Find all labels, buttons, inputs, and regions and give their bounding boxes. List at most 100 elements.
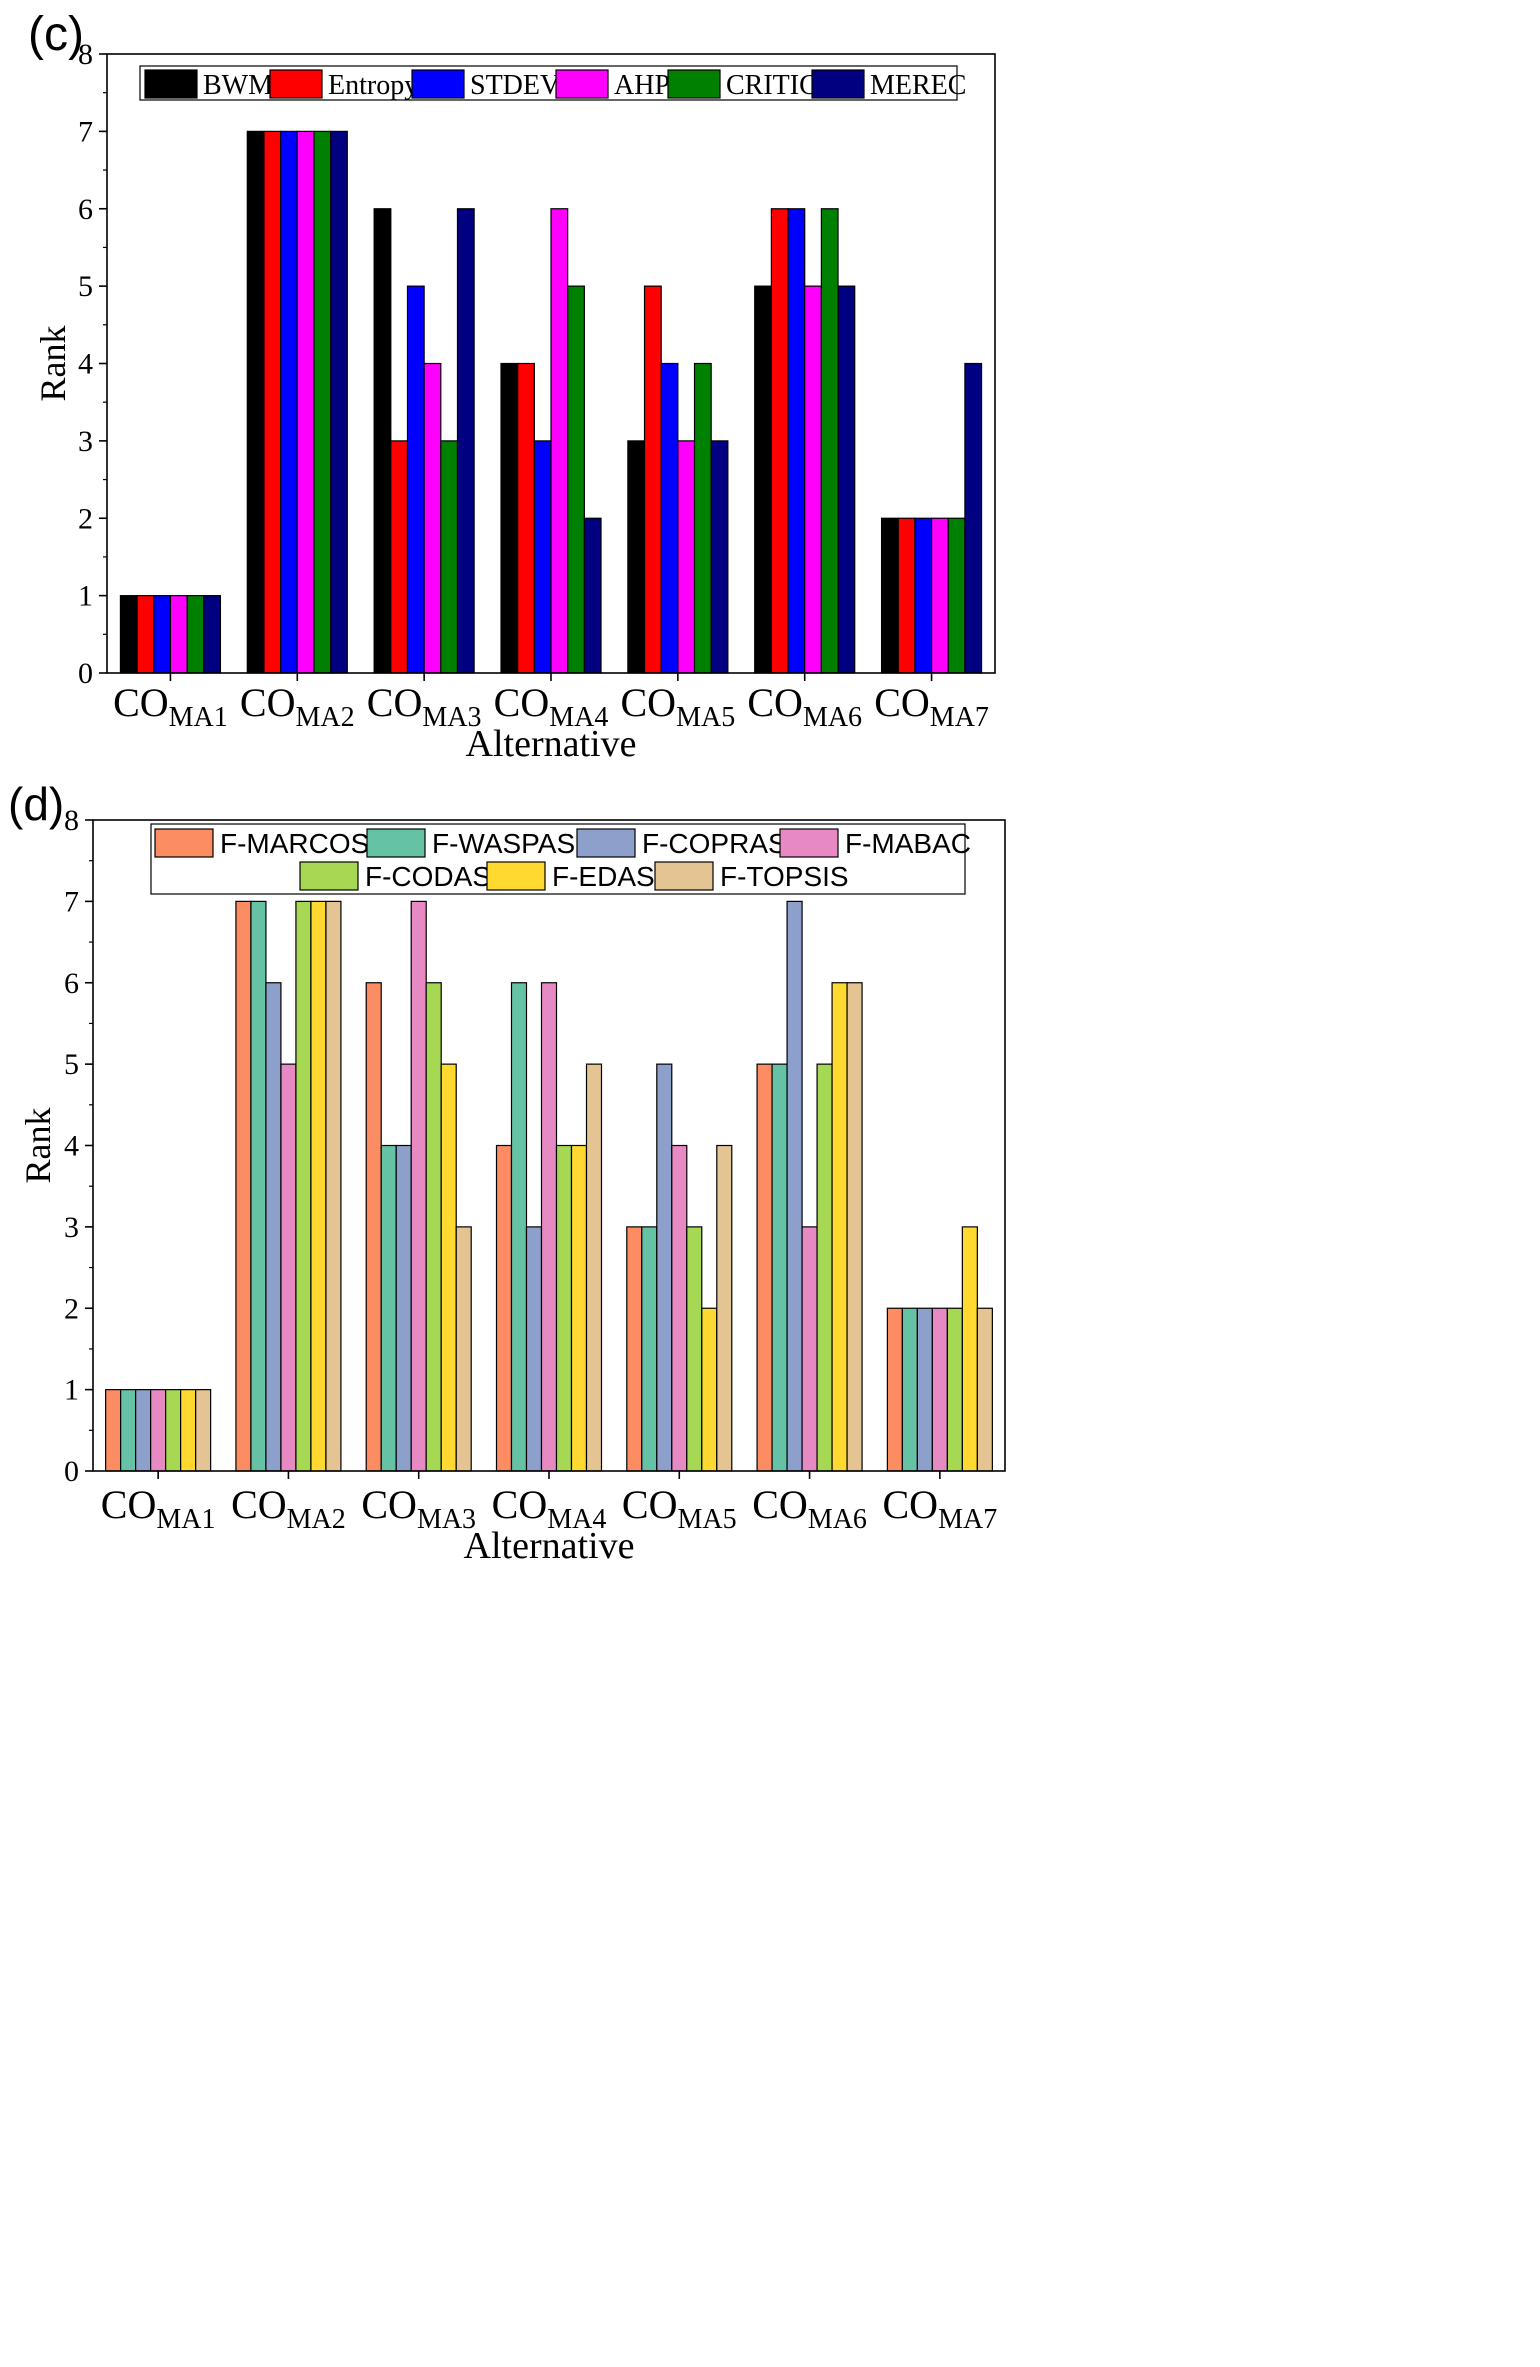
- x-tick-label-prefix: CO: [361, 1482, 417, 1527]
- legend-label-merec: MEREC: [870, 70, 966, 101]
- legend-swatch-bwm: [144, 69, 198, 99]
- bar-bwm-ma2: [246, 130, 265, 674]
- bar-f-marcos-ma3: [365, 982, 382, 1472]
- bar-merec-ma5: [710, 440, 729, 674]
- bar-ahp-ma1: [169, 595, 188, 674]
- x-tick-label-prefix: CO: [101, 1482, 157, 1527]
- bar-f-codas-ma1: [165, 1389, 182, 1472]
- y-tick-label: 3: [64, 1211, 79, 1244]
- bar-f-mabac-ma3: [410, 900, 427, 1472]
- legend-label-f-edas: F-EDAS: [552, 861, 655, 892]
- y-axis-title: Rank: [33, 326, 73, 402]
- bar-critic-ma5: [693, 362, 712, 674]
- y-tick-label: 2: [64, 1292, 79, 1325]
- legend-label-f-waspas: F-WASPAS: [432, 828, 575, 859]
- bar-critic-ma4: [567, 285, 585, 674]
- x-tick-label: COMA7: [883, 1482, 998, 1535]
- bar-f-edas-ma1: [180, 1389, 197, 1472]
- x-tick-label-prefix: CO: [240, 680, 296, 725]
- bar-f-mabac-ma5: [671, 1144, 688, 1472]
- bar-merec-ma7: [964, 362, 983, 674]
- bar-f-topsis-ma3: [455, 1226, 472, 1472]
- bar-f-codas-ma7: [946, 1307, 963, 1472]
- bar-stdev-ma2: [280, 130, 298, 674]
- bar-stdev-ma7: [914, 517, 933, 674]
- legend-label-f-mabac: F-MABAC: [845, 828, 971, 859]
- x-tick-label-subscript: MA2: [296, 702, 355, 733]
- bar-f-marcos-ma5: [626, 1226, 643, 1472]
- bar-f-waspas-ma4: [510, 982, 528, 1472]
- bar-f-edas-ma4: [570, 1144, 588, 1472]
- bar-ahp-ma3: [423, 362, 442, 674]
- bar-stdev-ma5: [660, 362, 679, 674]
- bar-ahp-ma7: [930, 517, 949, 674]
- bar-f-edas-ma2: [310, 900, 327, 1472]
- legend-label-ahp: AHP: [614, 70, 670, 101]
- x-tick-label-prefix: CO: [752, 1482, 808, 1527]
- bar-entropy-ma4: [517, 362, 535, 674]
- bar-merec-ma2: [330, 130, 348, 674]
- bar-f-copras-ma1: [135, 1389, 152, 1472]
- legend-swatch-critic: [667, 69, 721, 99]
- bar-f-topsis-ma5: [716, 1144, 733, 1472]
- x-tick-label: COMA2: [231, 1482, 346, 1535]
- bar-f-edas-ma3: [440, 1063, 457, 1472]
- x-tick-label-subscript: MA4: [547, 1504, 606, 1535]
- x-tick-label-subscript: MA1: [169, 702, 228, 733]
- x-axis-title: Alternative: [464, 1525, 635, 1567]
- bar-f-mabac-ma6: [801, 1226, 818, 1472]
- legend-label-f-topsis: F-TOPSIS: [720, 861, 849, 892]
- bar-f-edas-ma5: [701, 1307, 718, 1472]
- bar-critic-ma3: [440, 440, 459, 674]
- x-tick-label: COMA3: [367, 680, 482, 733]
- bar-stdev-ma6: [787, 208, 806, 674]
- bar-f-edas-ma6: [831, 982, 848, 1472]
- y-tick-label: 0: [78, 657, 93, 690]
- legend-label-f-copras: F-COPRAS: [642, 828, 787, 859]
- legend: BWM Entropy STDEV AHP CRITIC MEREC: [139, 65, 966, 101]
- bar-stdev-ma3: [406, 285, 425, 674]
- legend-label-f-marcos: F-MARCOS: [220, 828, 369, 859]
- bar-bwm-ma5: [627, 440, 646, 674]
- bar-f-waspas-ma5: [641, 1226, 658, 1472]
- legend-label-stdev: STDEV: [470, 70, 560, 101]
- x-tick-label: COMA3: [361, 1482, 476, 1535]
- y-tick-label: 0: [64, 1455, 79, 1488]
- bar-f-copras-ma2: [265, 982, 282, 1472]
- bar-bwm-ma6: [754, 285, 772, 674]
- x-tick-label-subscript: MA6: [808, 1504, 867, 1535]
- x-tick-label-subscript: MA4: [549, 702, 608, 733]
- x-tick-label: COMA1: [113, 680, 228, 733]
- x-tick-label: COMA7: [874, 680, 989, 733]
- x-tick-label-subscript: MA5: [678, 1504, 737, 1535]
- x-tick-label-subscript: MA3: [417, 1504, 476, 1535]
- x-tick-label-prefix: CO: [622, 1482, 678, 1527]
- x-tick-label: COMA1: [101, 1482, 216, 1535]
- bar-ahp-ma5: [677, 440, 696, 674]
- x-tick-label: COMA2: [240, 680, 355, 733]
- x-tick-label: COMA4: [494, 680, 609, 733]
- x-tick-label: COMA5: [622, 1482, 737, 1535]
- y-tick-label: 6: [78, 193, 93, 226]
- y-tick-label: 1: [64, 1374, 79, 1407]
- x-tick-label-subscript: MA5: [676, 702, 735, 733]
- bar-entropy-ma2: [263, 130, 282, 674]
- panel-label: (c): [28, 8, 84, 61]
- bar-f-marcos-ma7: [886, 1307, 903, 1472]
- legend-swatch-f-topsis: [654, 861, 714, 891]
- bar-f-topsis-ma7: [976, 1307, 993, 1472]
- bar-f-topsis-ma1: [195, 1389, 212, 1472]
- bar-f-codas-ma4: [555, 1144, 573, 1472]
- bar-merec-ma6: [837, 285, 856, 674]
- bar-f-copras-ma4: [525, 1226, 543, 1472]
- legend-label-bwm: BWM: [203, 70, 273, 101]
- bar-f-marcos-ma4: [495, 1144, 513, 1472]
- legend-swatch-f-copras: [576, 828, 636, 858]
- bar-f-codas-ma2: [295, 900, 312, 1472]
- x-tick-label: COMA5: [621, 680, 736, 733]
- bar-f-codas-ma6: [816, 1063, 833, 1472]
- x-tick-label-prefix: CO: [747, 680, 803, 725]
- x-tick-label-prefix: CO: [621, 680, 677, 725]
